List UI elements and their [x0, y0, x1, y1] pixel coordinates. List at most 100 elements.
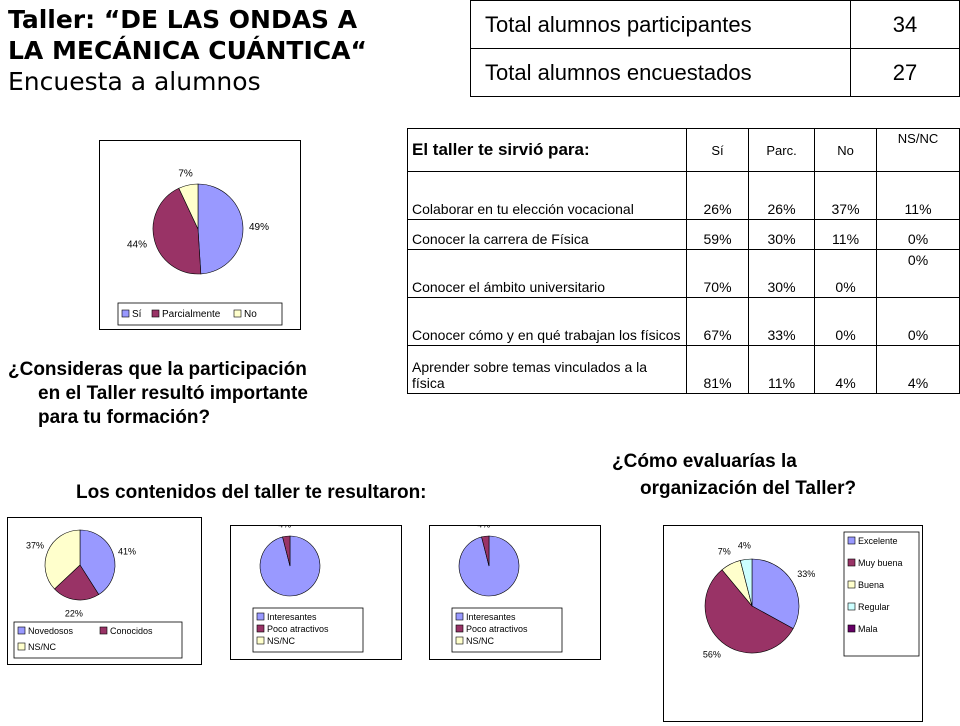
table-cell: 4% — [813, 345, 878, 394]
legend-box — [13, 621, 183, 659]
legend-label: Interesantes — [466, 612, 516, 622]
legend-swatch — [151, 309, 160, 318]
contents-pie-chart-1: 41% 22% 37% Novedosos Conocidos NS/NC — [7, 517, 202, 665]
page-title: Taller: “DE LAS ONDAS A LA MECÁNICA CUÁN… — [8, 4, 458, 97]
row-label: Aprender sobre temas vinculados a la fís… — [407, 345, 687, 394]
table-cell: 37% — [813, 171, 878, 220]
pie-data-label: 44% — [127, 240, 147, 251]
legend-label: Excelente — [858, 536, 898, 546]
table-cell: 81% — [685, 345, 750, 394]
row-label: Colaborar en tu elección vocacional — [407, 171, 687, 220]
pie-slice-poco-atractivos — [282, 535, 291, 567]
column-header: No — [813, 128, 878, 172]
table-row: Aprender sobre temas vinculados a la fís… — [407, 345, 960, 394]
survey-header: El taller te sirvió para: — [407, 128, 687, 172]
table-cell: 11% — [876, 171, 960, 220]
table-cell: 0% — [876, 297, 960, 346]
legend-label: NS/NC — [267, 636, 296, 646]
legend-label: Muy buena — [858, 558, 903, 568]
legend-label: Buena — [858, 580, 884, 590]
legend-swatch — [847, 580, 856, 589]
table-row: Conocer el ámbito universitario 70% 30% … — [407, 249, 960, 298]
legend-box — [117, 302, 283, 326]
legend-swatch — [256, 636, 265, 645]
pie-slice-conocidos — [54, 564, 100, 601]
table-cell: 33% — [748, 297, 815, 346]
title-subtitle: Encuesta a alumnos — [8, 67, 261, 96]
legend-swatch — [121, 309, 130, 318]
legend-swatch — [233, 309, 242, 318]
table-cell: 0% — [813, 297, 878, 346]
table-cell: 0% — [876, 249, 960, 298]
pie-slice-excelente — [751, 558, 800, 630]
table-cell: 70% — [685, 249, 750, 298]
column-header: NS/NC — [876, 128, 960, 172]
pie-data-label: 7% — [178, 168, 193, 179]
table-cell: 26% — [685, 171, 750, 220]
table-row: Total alumnos encuestados 27 — [470, 48, 960, 97]
table-row: Conocer la carrera de Física 59% 30% 11%… — [407, 219, 960, 250]
legend-swatch — [847, 624, 856, 633]
legend-swatch — [455, 624, 464, 633]
row-label: Conocer la carrera de Física — [407, 219, 687, 250]
importance-pie-svg: 49% 44% 7% Sí Parcialmente No — [117, 168, 283, 326]
pie-data-label: 56% — [703, 650, 721, 660]
table-header-row: El taller te sirvió para: Sí Parc. No NS… — [407, 128, 960, 172]
legend-label: Interesantes — [267, 612, 317, 622]
table-cell: 67% — [685, 297, 750, 346]
table-row: Colaborar en tu elección vocacional 26% … — [407, 171, 960, 220]
totals-label: Total alumnos participantes — [470, 0, 851, 49]
table-cell: 11% — [748, 345, 815, 394]
organization-question-line-1: ¿Cómo evaluarías la — [612, 451, 797, 472]
legend-label: Parcialmente — [162, 309, 221, 320]
importance-question: ¿Consideras que la participación en el T… — [8, 358, 400, 430]
table-cell: 0% — [813, 249, 878, 298]
legend-swatch — [455, 612, 464, 621]
organization-question-line-2: organización del Taller? — [640, 478, 857, 499]
importance-question-line-1: ¿Consideras que la participación — [8, 359, 307, 380]
column-header: Sí — [685, 128, 750, 172]
legend-label: Sí — [132, 309, 142, 320]
table-row: Total alumnos participantes 34 — [470, 0, 960, 49]
legend-label: Regular — [858, 602, 890, 612]
legend-label: Novedosos — [28, 626, 74, 636]
pie-data-label: 33% — [797, 569, 815, 579]
totals-table: Total alumnos participantes 34 Total alu… — [470, 0, 960, 97]
organization-question: ¿Cómo evaluarías la organización del Tal… — [612, 448, 942, 502]
column-header: Parc. — [748, 128, 815, 172]
pie-data-label: 41% — [118, 546, 136, 556]
legend-box — [843, 531, 920, 657]
legend-swatch — [455, 636, 464, 645]
survey-table: El taller te sirvió para: Sí Parc. No NS… — [407, 128, 960, 394]
legend-label: NS/NC — [28, 642, 57, 652]
pie-slice-ns-nc — [44, 529, 81, 590]
legend-label: Poco atractivos — [466, 624, 528, 634]
importance-pie-chart: 49% 44% 7% Sí Parcialmente No — [99, 140, 301, 330]
legend-label: No — [244, 309, 257, 320]
legend-box — [451, 607, 563, 653]
contents-pie-svg-1: 41% 22% 37% Novedosos Conocidos NS/NC — [13, 529, 183, 659]
table-cell: 11% — [813, 219, 878, 250]
legend-swatch — [847, 536, 856, 545]
importance-question-line-3: para tu formación? — [38, 407, 211, 428]
pie-data-label: 49% — [249, 222, 269, 233]
title-line-2: LA MECÁNICA CUÁNTICA“ — [8, 36, 367, 65]
table-cell: 59% — [685, 219, 750, 250]
organization-pie-chart: 33% 56% 7% 4% Excelente Muy buena Buena Regular… — [663, 525, 923, 722]
legend-label: Poco atractivos — [267, 624, 329, 634]
table-cell: 26% — [748, 171, 815, 220]
pie-slice-muy-buena — [704, 569, 794, 654]
table-cell: 0% — [876, 219, 960, 250]
legend-swatch — [847, 558, 856, 567]
pie-data-label: 7% — [718, 547, 731, 557]
legend-swatch — [256, 612, 265, 621]
legend-label: Mala — [858, 624, 878, 634]
pie-data-label: 4% — [278, 526, 291, 529]
pie-data-label: 4% — [738, 540, 751, 550]
pie-slice-regular — [739, 558, 753, 607]
pie-slice-no — [178, 183, 199, 230]
